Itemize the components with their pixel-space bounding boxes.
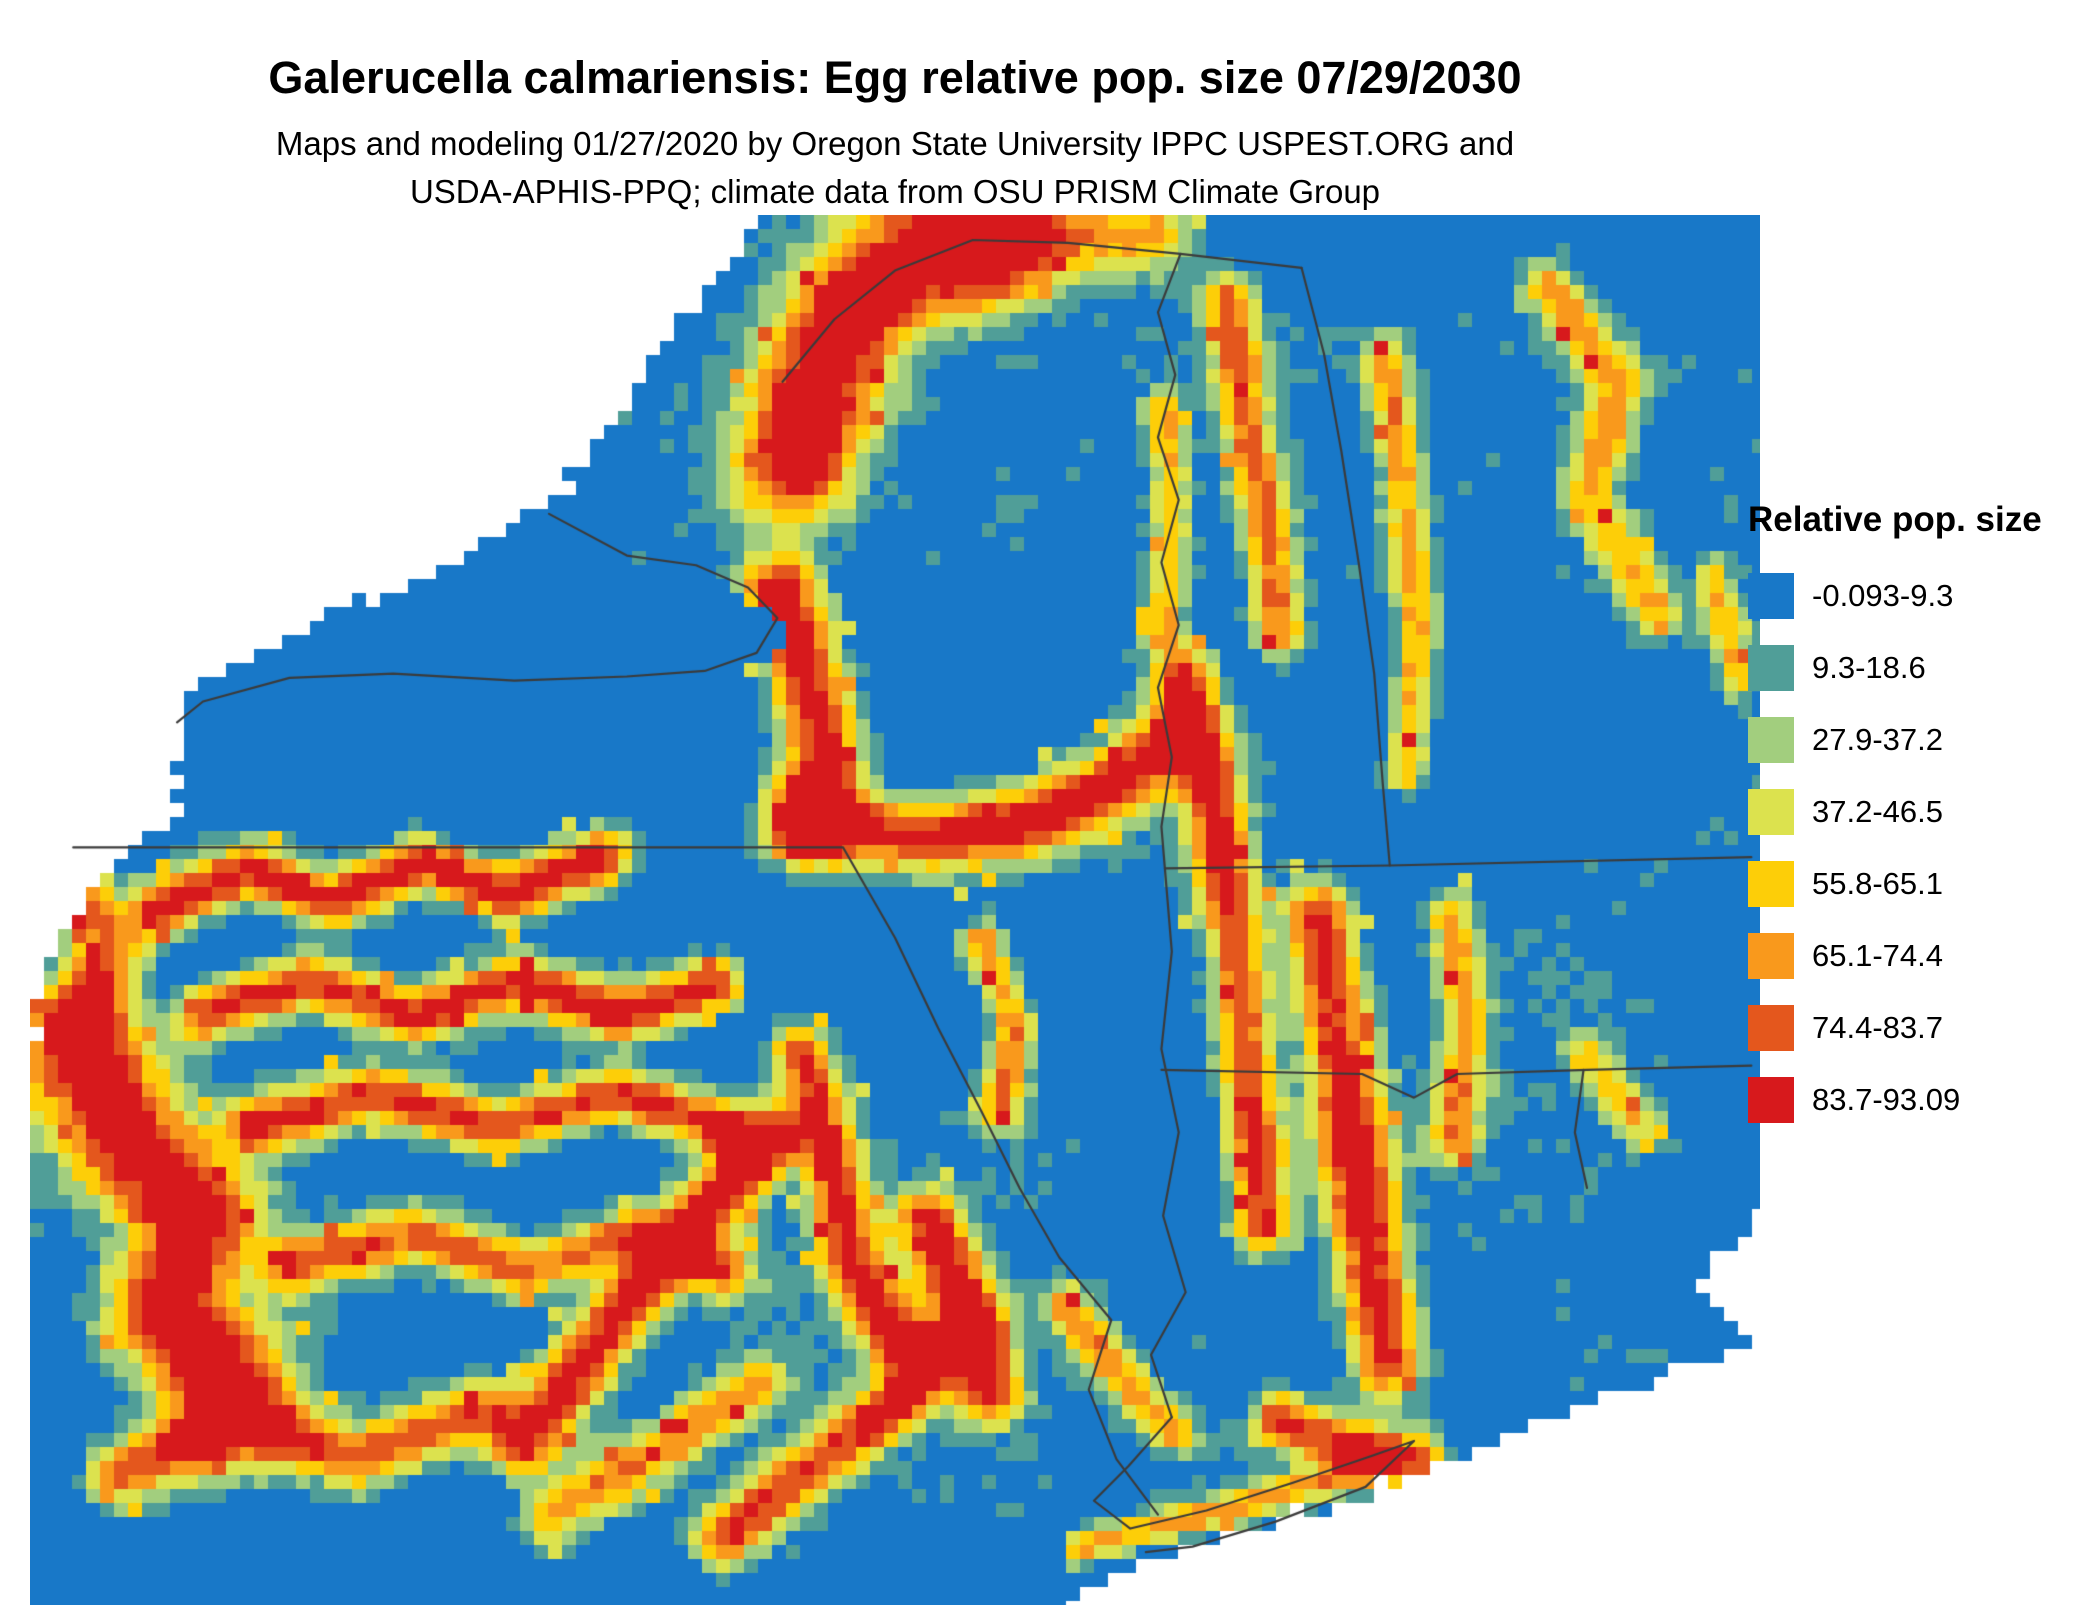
- population-raster-map: [30, 215, 1760, 1605]
- legend-label: 74.4-83.7: [1812, 1010, 1943, 1045]
- legend-item-1: 9.3-18.6: [1748, 632, 2042, 704]
- legend-swatch: [1748, 933, 1794, 979]
- legend-label: -0.093-9.3: [1812, 578, 1954, 613]
- legend-swatch: [1748, 1077, 1794, 1123]
- legend-label: 55.8-65.1: [1812, 866, 1943, 901]
- legend-items: -0.093-9.3 9.3-18.6 27.9-37.2 37.2-46.5 55.8…: [1748, 560, 2042, 1136]
- legend-swatch: [1748, 1005, 1794, 1051]
- legend-label: 83.7-93.09: [1812, 1082, 1961, 1117]
- legend-swatch: [1748, 573, 1794, 619]
- subtitle-line-1: Maps and modeling 01/27/2020 by Oregon S…: [275, 125, 1515, 162]
- legend-item-5: 65.1-74.4: [1748, 920, 2042, 992]
- figure-header: Galerucella calmariensis: Egg relative p…: [30, 52, 1760, 216]
- figure-subtitle: Maps and modeling 01/27/2020 by Oregon S…: [30, 120, 1760, 216]
- legend-swatch: [1748, 645, 1794, 691]
- legend-label: 9.3-18.6: [1812, 650, 1926, 685]
- legend-item-3: 37.2-46.5: [1748, 776, 2042, 848]
- subtitle-line-2: USDA-APHIS-PPQ; climate data from OSU PR…: [409, 172, 1381, 210]
- legend-item-0: -0.093-9.3: [1748, 560, 2042, 632]
- legend-label: 27.9-37.2: [1812, 722, 1943, 757]
- legend-swatch: [1748, 861, 1794, 907]
- legend-item-7: 83.7-93.09: [1748, 1064, 2042, 1136]
- figure-title: Galerucella calmariensis: Egg relative p…: [268, 52, 1522, 103]
- legend-item-6: 74.4-83.7: [1748, 992, 2042, 1064]
- legend-swatch: [1748, 789, 1794, 835]
- legend-item-4: 55.8-65.1: [1748, 848, 2042, 920]
- legend-swatch: [1748, 717, 1794, 763]
- legend-item-2: 27.9-37.2: [1748, 704, 2042, 776]
- map-legend: Relative pop. size -0.093-9.3 9.3-18.6 27.…: [1748, 500, 2042, 1136]
- legend-title: Relative pop. size: [1748, 500, 2042, 539]
- legend-label: 37.2-46.5: [1812, 794, 1943, 829]
- legend-label: 65.1-74.4: [1812, 938, 1943, 973]
